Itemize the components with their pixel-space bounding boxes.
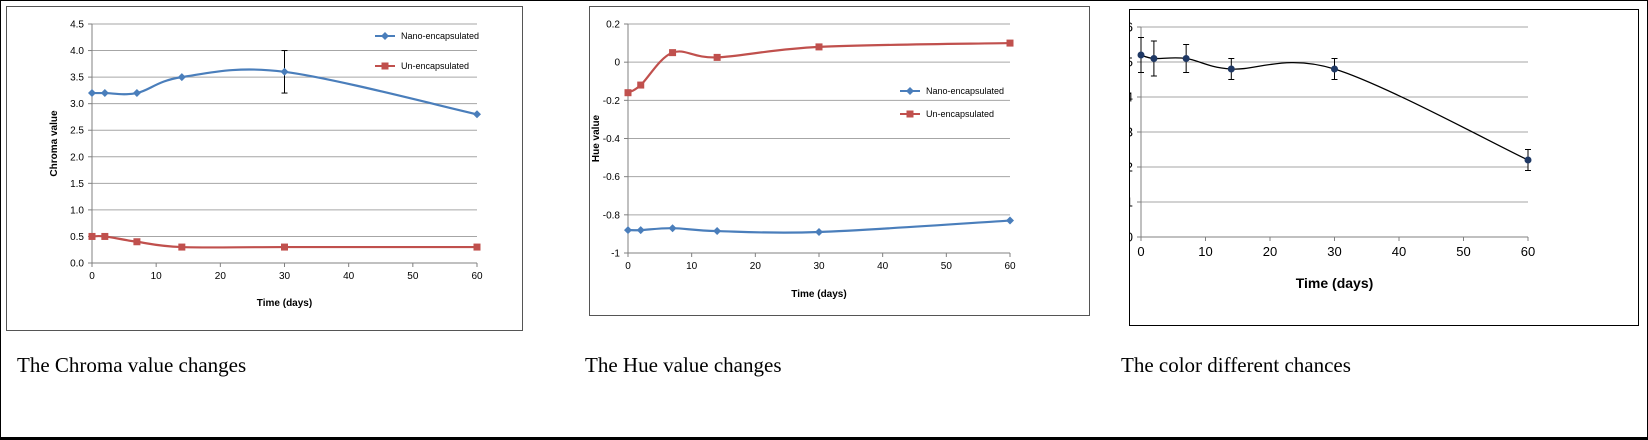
- hue-data-point: [624, 226, 632, 235]
- chroma-data-point: [473, 243, 481, 251]
- chroma-data-point: [132, 89, 141, 98]
- chroma-data-point: [178, 243, 186, 251]
- hue-x-tick-label: 50: [941, 261, 953, 272]
- chroma-x-tick-label: 30: [279, 271, 291, 282]
- hue-data-point: [1006, 216, 1014, 225]
- color-difference-chart: 101112131415160102030405060Time (days)Co…: [1129, 9, 1639, 326]
- chroma-data-point: [100, 89, 109, 98]
- hue-data-point: [669, 49, 677, 57]
- chroma-chart-svg: 0.0 0.5 1.0 1.5 2.0 2.5 3.0 3.5 4.0 4.5 0 10 20 30 40 5…: [49, 20, 483, 310]
- colordiff-x-axis-title: Time (days): [1296, 275, 1374, 291]
- colordiff-x-tick-label: 20: [1263, 244, 1277, 259]
- chroma-y-tick-label: 3.0: [70, 99, 84, 110]
- chroma-y-tick-label: 1.5: [70, 179, 84, 190]
- chroma-legend-marker: [381, 32, 389, 40]
- colordiff-data-point: [1137, 51, 1145, 59]
- colordiff-x-tick-label: 10: [1198, 244, 1212, 259]
- colordiff-data-point: [1331, 65, 1338, 73]
- hue-y-tick-label: -0.2: [603, 96, 621, 107]
- color-difference-chart-svg: 101112131415160102030405060Time (days)Co…: [1130, 20, 1535, 291]
- hue-chart: -1 -0.8 -0.6 -0.4 -0.2 0 0.2 0 10 20 30 40 50 60 Time …: [589, 6, 1090, 316]
- hue-data-point: [636, 226, 645, 235]
- hue-data-point: [637, 81, 645, 89]
- chroma-x-tick-label: 50: [407, 271, 419, 282]
- chroma-caption: The Chroma value changes: [17, 353, 247, 377]
- chroma-data-point: [281, 243, 288, 251]
- chroma-x-axis-title: Time (days): [257, 298, 312, 309]
- chroma-x-tick-label: 0: [89, 271, 95, 282]
- colordiff-data-point: [1524, 156, 1532, 164]
- chroma-y-tick-label: 4.0: [70, 46, 84, 57]
- colordiff-y-tick-label: 10: [1130, 230, 1133, 245]
- colordiff-x-tick-label: 50: [1456, 244, 1470, 259]
- hue-data-point: [668, 224, 677, 233]
- chroma-y-tick-label: 4.5: [70, 20, 84, 31]
- chroma-data-point: [177, 73, 186, 82]
- hue-data-point: [815, 228, 823, 237]
- chroma-y-tick-label: 2.0: [70, 152, 84, 163]
- colordiff-y-tick-label: 13: [1130, 125, 1133, 140]
- hue-data-point: [624, 89, 632, 97]
- chroma-legend-marker: [381, 62, 389, 70]
- chroma-x-tick-label: 20: [215, 271, 227, 282]
- chroma-y-tick-label: 3.5: [70, 73, 84, 84]
- hue-x-tick-label: 20: [750, 261, 762, 272]
- chroma-data-point: [101, 232, 109, 240]
- hue-x-tick-label: 0: [625, 261, 631, 272]
- chroma-data-point: [88, 89, 96, 98]
- chroma-x-tick-label: 10: [151, 271, 163, 282]
- hue-x-axis-title: Time (days): [791, 289, 846, 300]
- hue-y-axis-title: Hue value: [591, 114, 602, 162]
- colordiff-data-point: [1227, 65, 1235, 73]
- hue-data-point: [1006, 39, 1014, 47]
- hue-x-tick-label: 60: [1004, 261, 1016, 272]
- chroma-data-point: [280, 67, 289, 76]
- hue-chart-svg: -1 -0.8 -0.6 -0.4 -0.2 0 0.2 0 10 20 30 40 50 60 Time …: [591, 20, 1016, 301]
- colordiff-data-point: [1182, 55, 1190, 62]
- colordiff-y-tick-label: 11: [1130, 195, 1133, 210]
- chroma-y-axis-title: Chroma value: [49, 110, 60, 177]
- chroma-x-tick-label: 40: [343, 271, 355, 282]
- colordiff-y-tick-label: 14: [1130, 90, 1133, 105]
- color-caption: The color different chances: [1121, 353, 1351, 377]
- hue-y-tick-label: -0.8: [603, 210, 621, 221]
- chroma-x-tick-label: 60: [471, 271, 483, 282]
- hue-y-tick-label: -1: [611, 249, 620, 260]
- hue-data-point: [713, 227, 722, 236]
- hue-y-tick-label: -0.6: [603, 172, 621, 183]
- hue-legend-label: Un-encapsulated: [926, 109, 994, 119]
- chroma-y-tick-label: 0.0: [70, 259, 84, 270]
- hue-y-tick-label: 0: [614, 58, 620, 69]
- chroma-data-point: [473, 110, 481, 119]
- chroma-legend-label: Nano-encapsulated: [401, 31, 479, 41]
- chroma-data-point: [88, 232, 96, 240]
- chroma-legend-label: Un-encapsulated: [401, 61, 469, 71]
- hue-x-tick-label: 30: [813, 261, 825, 272]
- hue-legend-marker: [906, 110, 914, 118]
- hue-y-tick-label: -0.4: [603, 134, 621, 145]
- hue-x-tick-label: 40: [877, 261, 889, 272]
- chroma-y-tick-label: 2.5: [70, 126, 84, 137]
- colordiff-y-tick-label: 15: [1130, 55, 1133, 70]
- hue-y-tick-label: 0.2: [606, 20, 620, 31]
- colordiff-y-tick-label: 16: [1130, 20, 1133, 35]
- colordiff-x-tick-label: 30: [1327, 244, 1341, 259]
- hue-legend-label: Nano-encapsulated: [926, 86, 1004, 96]
- colordiff-x-tick-label: 0: [1137, 244, 1144, 259]
- hue-data-point: [713, 53, 721, 61]
- hue-x-tick-label: 10: [686, 261, 698, 272]
- chroma-y-tick-label: 1.0: [70, 205, 84, 216]
- colordiff-data-point: [1150, 55, 1158, 62]
- hue-legend-marker: [906, 87, 914, 95]
- chroma-data-point: [133, 238, 141, 246]
- chroma-y-tick-label: 0.5: [70, 232, 84, 243]
- colordiff-x-tick-label: 40: [1392, 244, 1406, 259]
- chroma-chart: 0.0 0.5 1.0 1.5 2.0 2.5 3.0 3.5 4.0 4.5 0 10 20 30 40 5…: [6, 6, 523, 331]
- colordiff-x-tick-label: 60: [1521, 244, 1535, 259]
- hue-data-point: [815, 43, 823, 51]
- hue-caption: The Hue value changes: [585, 353, 782, 377]
- colordiff-y-tick-label: 12: [1130, 160, 1133, 175]
